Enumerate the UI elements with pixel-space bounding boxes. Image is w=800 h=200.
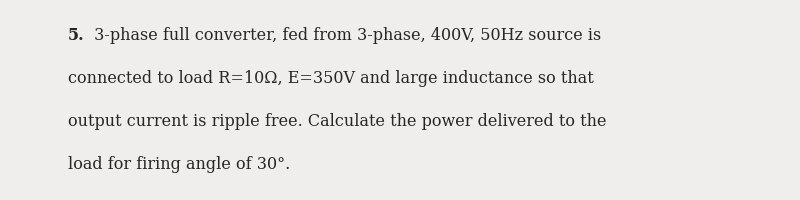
Text: load for firing angle of 30°.: load for firing angle of 30°. bbox=[68, 156, 290, 173]
Text: output current is ripple free. Calculate the power delivered to the: output current is ripple free. Calculate… bbox=[68, 113, 606, 130]
Text: 5.: 5. bbox=[68, 27, 85, 44]
Text: 3-phase full converter, fed from 3-phase, 400V, 50Hz source is: 3-phase full converter, fed from 3-phase… bbox=[90, 27, 602, 44]
Text: connected to load R=10Ω, E=350V and large inductance so that: connected to load R=10Ω, E=350V and larg… bbox=[68, 70, 594, 87]
